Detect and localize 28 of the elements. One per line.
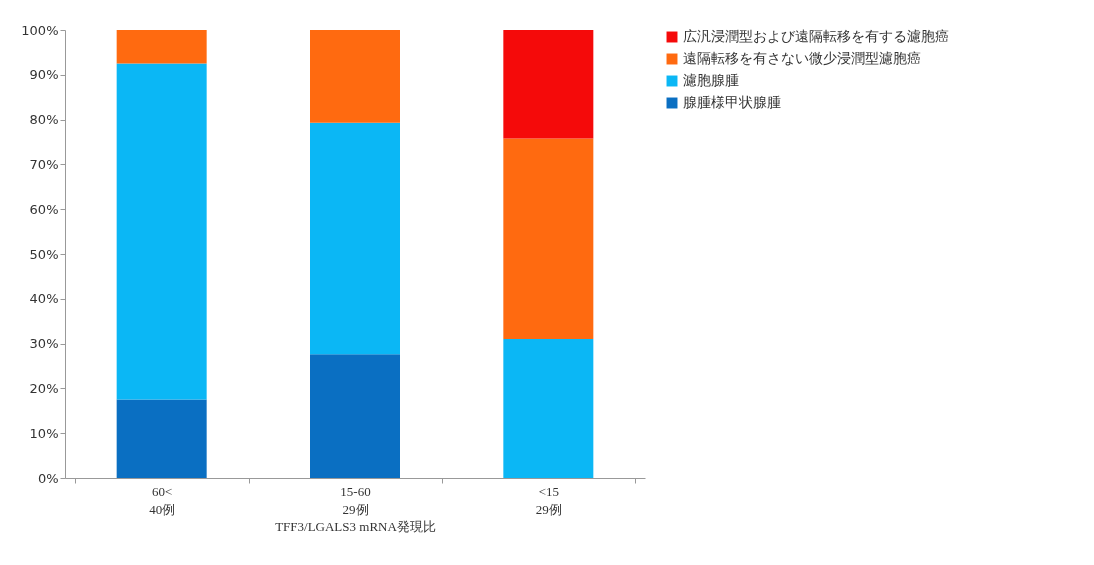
bar [503,30,594,139]
x-tick-label: 60< 40例 [149,483,176,517]
bar [310,122,400,355]
y-tick-label: 90% [29,67,59,83]
x-axis-title: TFF3/LGALS3 mRNA発現比 [275,518,436,534]
bar [116,30,207,64]
bar [310,354,400,478]
y-tick-label: 70% [29,156,59,172]
y-tick-label: 30% [29,336,59,352]
x-tick-label: <15 29例 [535,483,562,517]
legend-label: 腺腫様甲状腺腫 [683,95,781,110]
y-tick-label: 50% [29,246,59,262]
y-tick-label: 100% [21,22,59,38]
y-tick-label: 40% [29,291,59,307]
y-tick-label: 80% [29,112,59,128]
bar [310,30,400,123]
y-tick-label: 0% [37,470,59,486]
bar [503,339,594,478]
bar [503,138,594,340]
y-tick-label: 20% [29,380,59,396]
bar [116,399,207,478]
y-tick-label: 60% [29,201,59,217]
legend-label: 遠隔転移を有さない微少浸潤型濾胞癌 [683,51,921,66]
y-tick-label: 10% [29,425,59,441]
legend-label: 広汎浸潤型および遠隔転移を有する濾胞癌 [683,29,949,44]
legend-label: 濾胞腺腫 [683,73,739,88]
bar [116,63,207,400]
x-tick-label: 15-60 29例 [340,483,371,517]
